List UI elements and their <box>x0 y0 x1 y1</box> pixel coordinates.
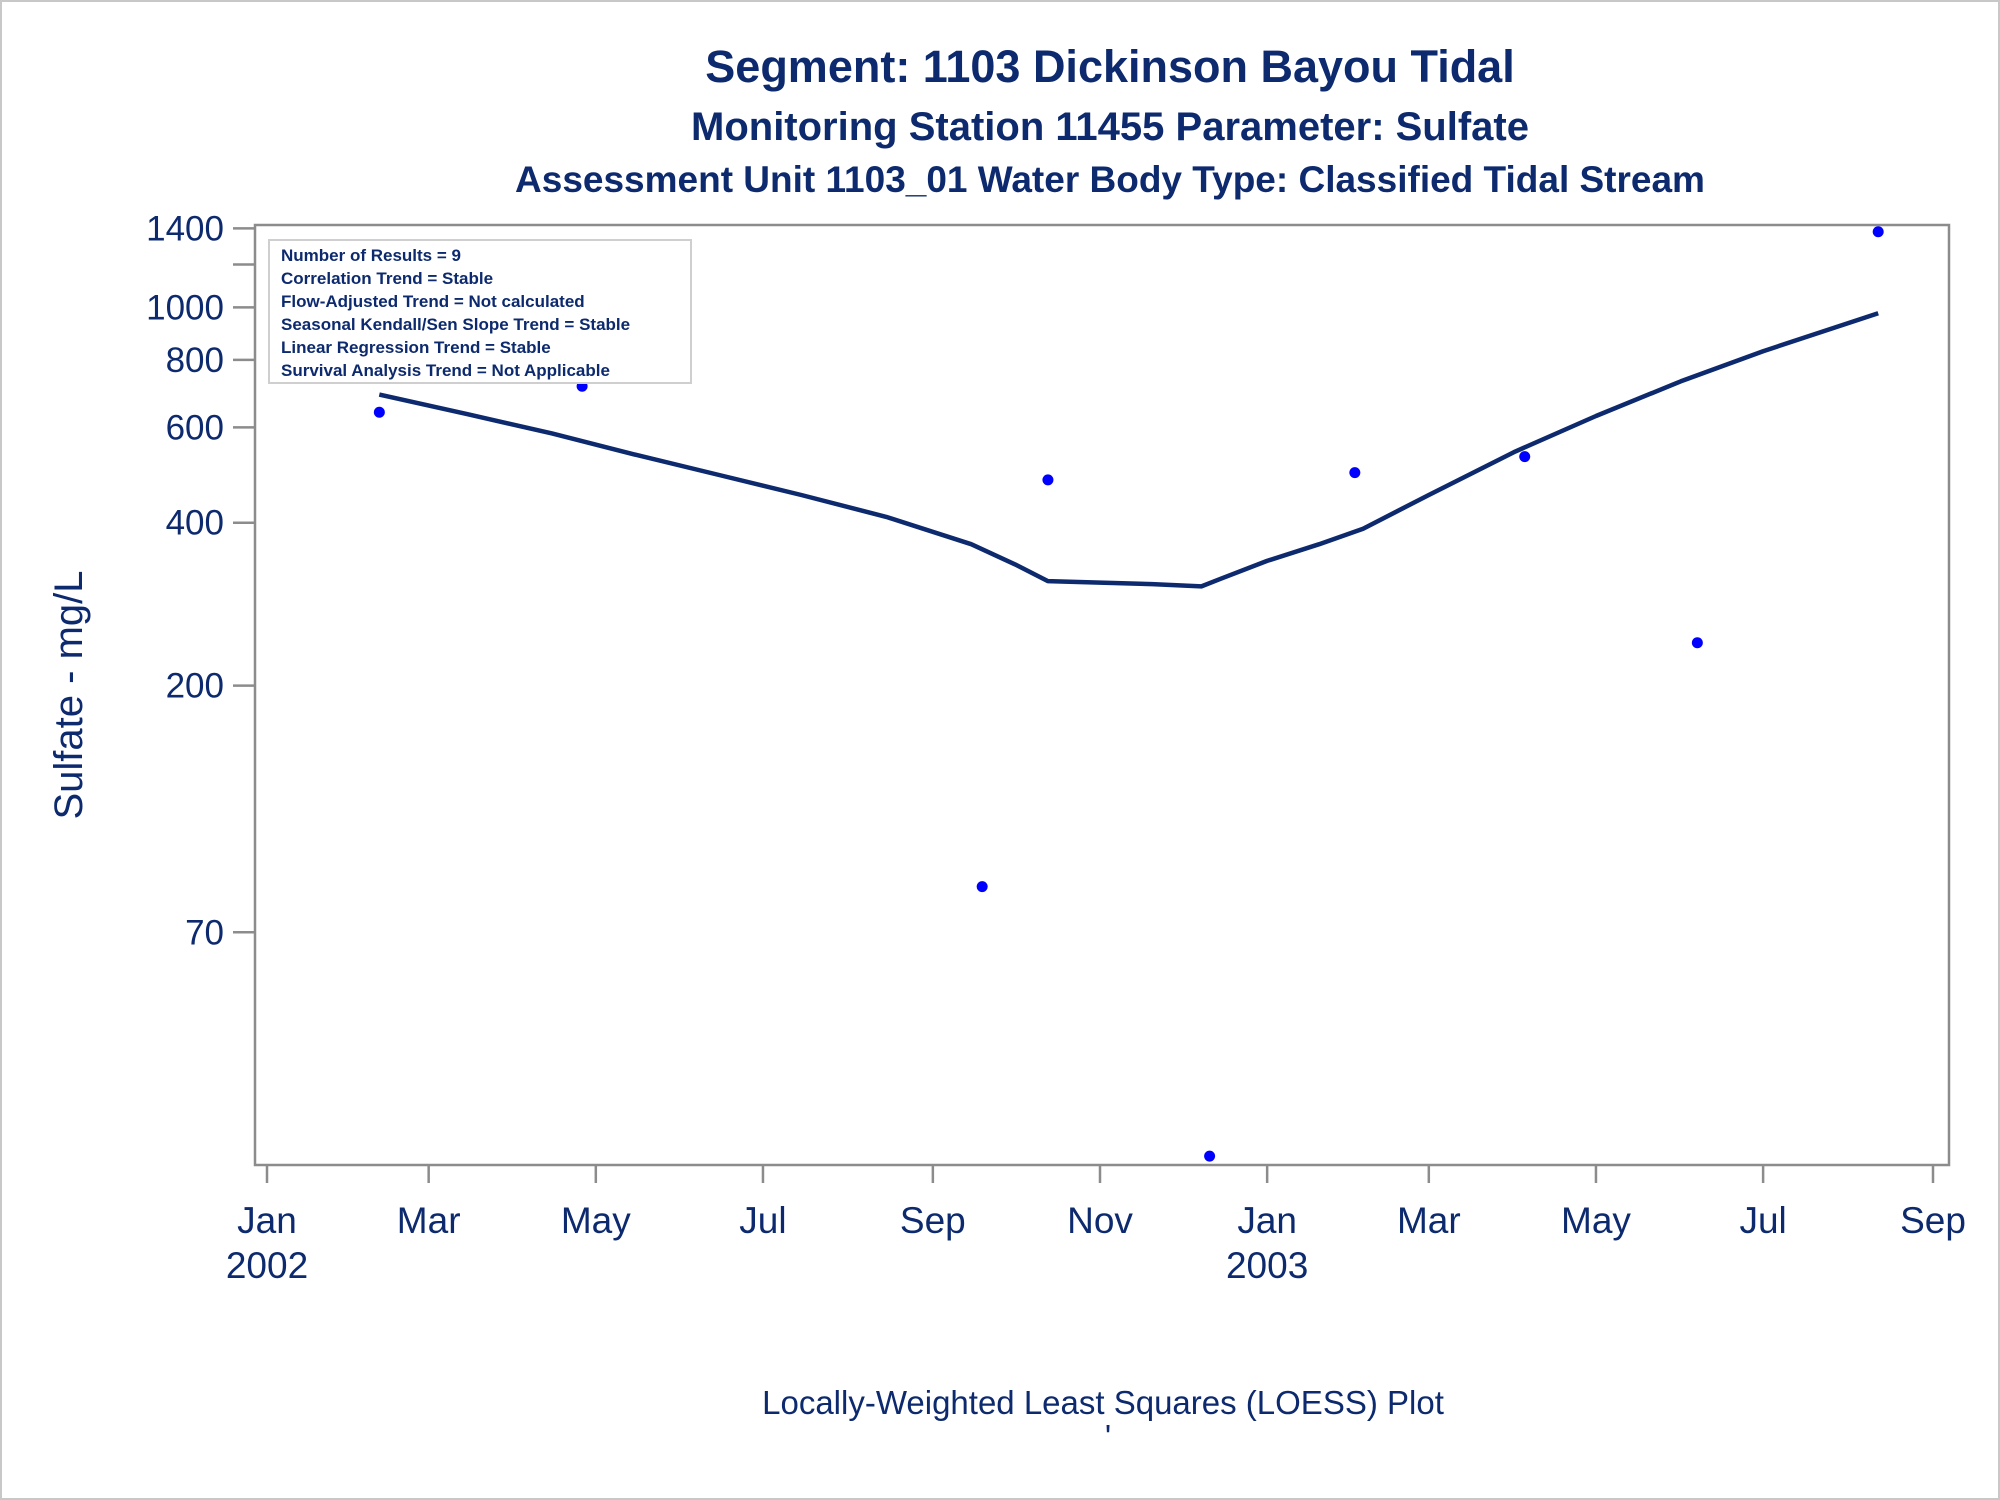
x-tick-label: Jul <box>739 1200 786 1241</box>
x-tick-label: Mar <box>397 1200 461 1241</box>
x-tick-label: Jan <box>1237 1200 1297 1241</box>
loess-layer <box>378 311 1879 589</box>
data-point <box>1042 474 1054 486</box>
data-point <box>976 881 988 893</box>
loess-line <box>378 311 1879 589</box>
x-tick-label: Mar <box>1397 1200 1461 1241</box>
x-tick-label: May <box>561 1200 631 1241</box>
y-tick-label: 400 <box>166 504 224 543</box>
x-tick-label: Jan <box>237 1200 297 1241</box>
legend: Number of Results = 9 Correlation Trend … <box>268 239 692 384</box>
x-tick-label: Jul <box>1739 1200 1786 1241</box>
data-point <box>1872 226 1884 238</box>
plot-area <box>253 223 1951 1167</box>
chart-subtitle-2: Assessment Unit 1103_01 Water Body Type:… <box>515 159 1705 200</box>
legend-box <box>268 239 692 384</box>
y-tick-label: 70 <box>185 913 224 952</box>
legend-line: Flow-Adjusted Trend = Not calculated <box>281 292 585 311</box>
x-tick-label: Sep <box>900 1200 966 1241</box>
footnote: Locally-Weighted Least Squares (LOESS) P… <box>762 1384 1444 1421</box>
data-point <box>373 406 385 418</box>
x-tick-year-label: 2002 <box>226 1245 308 1286</box>
data-point <box>1349 467 1361 479</box>
legend-line: Number of Results = 9 <box>281 246 461 265</box>
chart-title: Segment: 1103 Dickinson Bayou Tidal <box>705 41 1514 92</box>
legend-line: Linear Regression Trend = Stable <box>281 338 551 357</box>
y-tick-label: 600 <box>166 408 224 447</box>
points-layer <box>373 226 1884 1162</box>
y-tick-label: 200 <box>166 667 224 706</box>
y-axis-label: Sulfate - mg/L <box>47 570 91 819</box>
legend-line: Seasonal Kendall/Sen Slope Trend = Stabl… <box>281 315 630 334</box>
x-tick-label: Sep <box>1900 1200 1966 1241</box>
y-axis: 1400 1000 800 600 400 200 70 <box>146 209 255 952</box>
footnote-mark: ' <box>1105 1418 1111 1455</box>
data-point <box>1691 637 1703 649</box>
x-tick-label: Nov <box>1067 1200 1133 1241</box>
legend-line: Survival Analysis Trend = Not Applicable <box>281 361 610 380</box>
data-point <box>1204 1150 1216 1162</box>
chart-subtitle: Monitoring Station 11455 Parameter: Sulf… <box>691 105 1529 149</box>
legend-line: Correlation Trend = Stable <box>281 269 493 288</box>
y-tick-label: 1400 <box>146 209 224 248</box>
y-tick-label: 1000 <box>146 288 224 327</box>
data-point <box>1519 451 1531 463</box>
x-tick-label: May <box>1561 1200 1631 1241</box>
x-tick-year-label: 2003 <box>1226 1245 1308 1286</box>
y-tick-label: 800 <box>166 341 224 380</box>
